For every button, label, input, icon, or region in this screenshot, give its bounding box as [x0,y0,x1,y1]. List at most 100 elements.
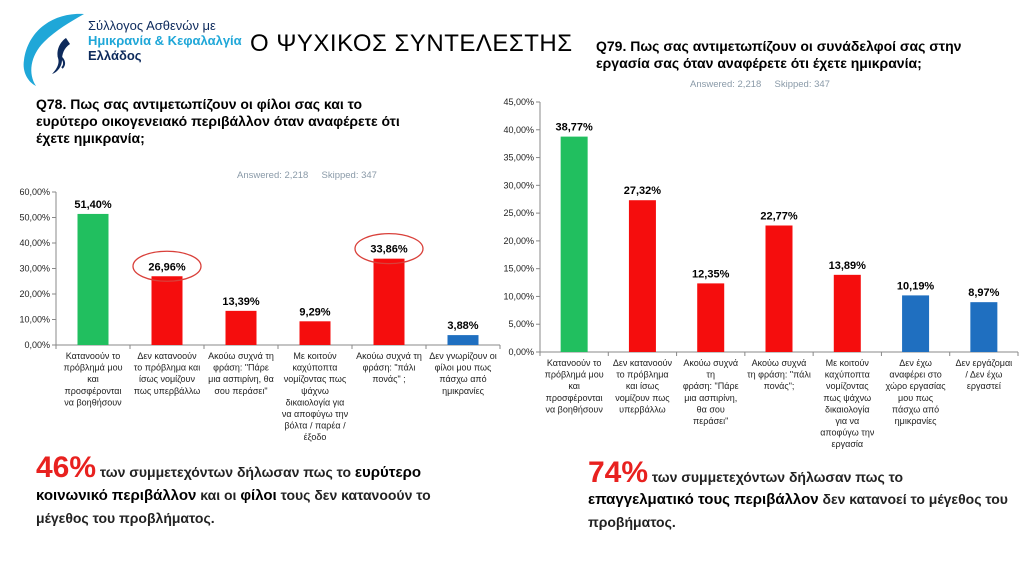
q78-meta: Answered: 2,218 Skipped: 347 [237,170,377,181]
q79-y-tick-label: 0,00% [508,347,534,357]
q78-summary-t1: των συμμετεχόντων δήλωσαν πως το [96,464,355,480]
q78-category-label: να βοηθήσουν [64,397,122,407]
q79-category-label: Δεν εργάζομαι [956,358,1013,368]
q79-bar [902,295,930,352]
q78-category-label: πως υπερβάλλω [134,386,200,396]
q78-category-label: ψάχνω [301,386,329,396]
q78-category-label: νομίζοντας πως [284,374,347,384]
q78-skipped: Skipped: 347 [321,170,377,181]
q79-category-label: υπερβάλλω [619,404,666,414]
q79-y-tick-label: 15,00% [503,264,534,274]
q79-category-label: καχύποπτα [825,370,870,380]
q79-summary: 74% των συμμετεχόντων δήλωσαν πως το επα… [588,458,1008,533]
logo-swoosh-icon [23,13,84,87]
q79-y-tick-label: 10,00% [503,291,534,301]
q79-category-label: το πρόβλημα [616,370,668,380]
q78-category-label: πρόβλημά μου [63,363,122,373]
q79-bar [697,283,725,352]
q79-category-label: ημικρανίες [895,416,938,426]
q79-data-label: 10,19% [897,280,935,292]
logo-text: Σύλλογος Ασθενών με Ημικρανία & Κεφαλαλγ… [88,18,242,63]
q78-bar [373,258,405,345]
q79-bar [560,136,588,352]
q79-category-label: πως ψάχνω [823,393,871,403]
q78-summary-hl1: ευρύτερο κοινωνικό περιβάλλον [36,464,422,504]
q78-data-label: 26,96% [148,261,186,273]
q79-data-label: 22,77% [760,211,798,223]
q79-summary-hl1: επαγγελματικό τους περιβάλλον [588,491,819,508]
q79-category-label: δικαιολογία [825,404,870,414]
q79-y-tick-label: 30,00% [503,180,534,190]
q78-category-label: και [87,374,99,384]
q79-title: Q79. Πως σας αντιμετωπίζουν οι συνάδελφο… [596,38,962,71]
q78-summary-hl2: φίλοι [240,487,277,504]
q78-data-label: 9,29% [299,306,330,318]
q78-data-label: 51,40% [74,199,112,211]
q78-bar-chart: 0,00% 10,00% 20,00% 30,00% 40,00% 50,00% 60,00… [19,187,501,442]
q78-y-tick-label: 0,00% [24,340,50,350]
q79-category-label: τη [706,370,715,380]
q78-bar [447,335,479,345]
q79-category-label: αναφέρει στο [889,370,941,380]
q78-category-label: δικαιολογία για [286,397,345,407]
q78-y-tick-label: 30,00% [19,264,50,274]
q78-category-label: φράση: "πάλι [363,363,416,373]
q78-summary-t3: τους δεν κατανοούν το μέγεθος του προβλή… [36,487,431,526]
q79-category-label: Δεν έχω [899,358,932,368]
q79-summary-pct: 74% [588,456,649,489]
page-title: Ο ΨΥΧΙΚΟΣ ΣΥΝΤΕΛΕΣΤΗΣ [250,30,573,57]
q78-bar [77,213,109,345]
q79-category-label: μου πως [898,393,934,403]
logo-line-2: Ημικρανία & Κεφαλαλγία [88,33,242,48]
logo-line-1: Σύλλογος Ασθενών με [88,18,216,33]
q78-bar [225,310,257,345]
q78-title: Q78. Πως σας αντιμετωπίζουν οι φίλοι σας… [36,96,400,146]
q79-category-label: χώρο εργασίας [886,381,947,391]
q78-category-label: Κατανοούν το [66,351,121,361]
q79-category-label: φράση: "Πάρε [683,381,739,391]
q79-category-label: Δεν κατανοούν [613,358,673,368]
q79-y-tick-label: 5,00% [508,319,534,329]
q78-category-label: προσφέρονται [65,386,122,396]
q79-category-label: για να [835,416,859,426]
q78-summary-pct: 46% [36,451,97,484]
q79-category-label: / Δεν έχω [965,370,1002,380]
q78-category-label: πάσχω από [439,374,486,384]
q78-highlight-circle [354,233,424,265]
q79-category-label: νομίζοντας [826,381,869,391]
q78-category-label: καχύποπτα [292,363,337,373]
q78-y-tick-label: 50,00% [19,213,50,223]
q79-data-label: 27,32% [624,185,662,197]
q78-category-label: να αποφύγω την [282,409,349,419]
q79-category-label: Ακούω συχνά [683,358,738,368]
q78-highlight-circle [132,250,202,282]
q79-category-label: νομίζουν πως [615,393,670,403]
q78-y-tick-label: 40,00% [19,238,50,248]
q79-y-tick-label: 20,00% [503,236,534,246]
q78-summary-t2: και οι [196,487,241,503]
q78-category-label: Ακούω συχνά τη [356,351,422,361]
q79-category-label: προσφέρονται [546,393,603,403]
q78-answered: Answered: 2,218 [237,170,309,181]
q79-summary-t1: των συμμετεχόντων δήλωσαν πως το [648,469,904,485]
logo-line-3: Ελλάδος [88,48,142,63]
q78-summary: 46% των συμμετεχόντων δήλωσαν πως το ευρ… [36,453,436,529]
q79-y-tick-label: 40,00% [503,125,534,135]
q79-data-label: 8,97% [968,287,999,299]
q79-bar [765,225,793,352]
q79-summary-t2: δεν κατανοεί το μέγεθος του προβήματος. [588,491,1008,530]
q79-category-label: αποφύγω την [820,428,875,438]
q79-skipped: Skipped: 347 [774,79,830,90]
q79-category-label: να βοηθήσουν [545,404,603,414]
q79-data-label: 38,77% [555,122,593,134]
q79-data-label: 13,89% [829,260,867,272]
q79-category-label: εργαστεί [967,381,1001,391]
q78-category-label: σου περάσει" [214,386,267,396]
q78-category-label: Με κοιτούν [293,351,337,361]
q79-category-label: πονάς"; [764,381,795,391]
q79-bar [628,200,656,352]
q79-bar [833,274,861,352]
q78-data-label: 33,86% [370,244,408,256]
q78-category-label: φίλοι μου πως [435,363,492,373]
q79-category-label: θα σου [697,404,725,414]
